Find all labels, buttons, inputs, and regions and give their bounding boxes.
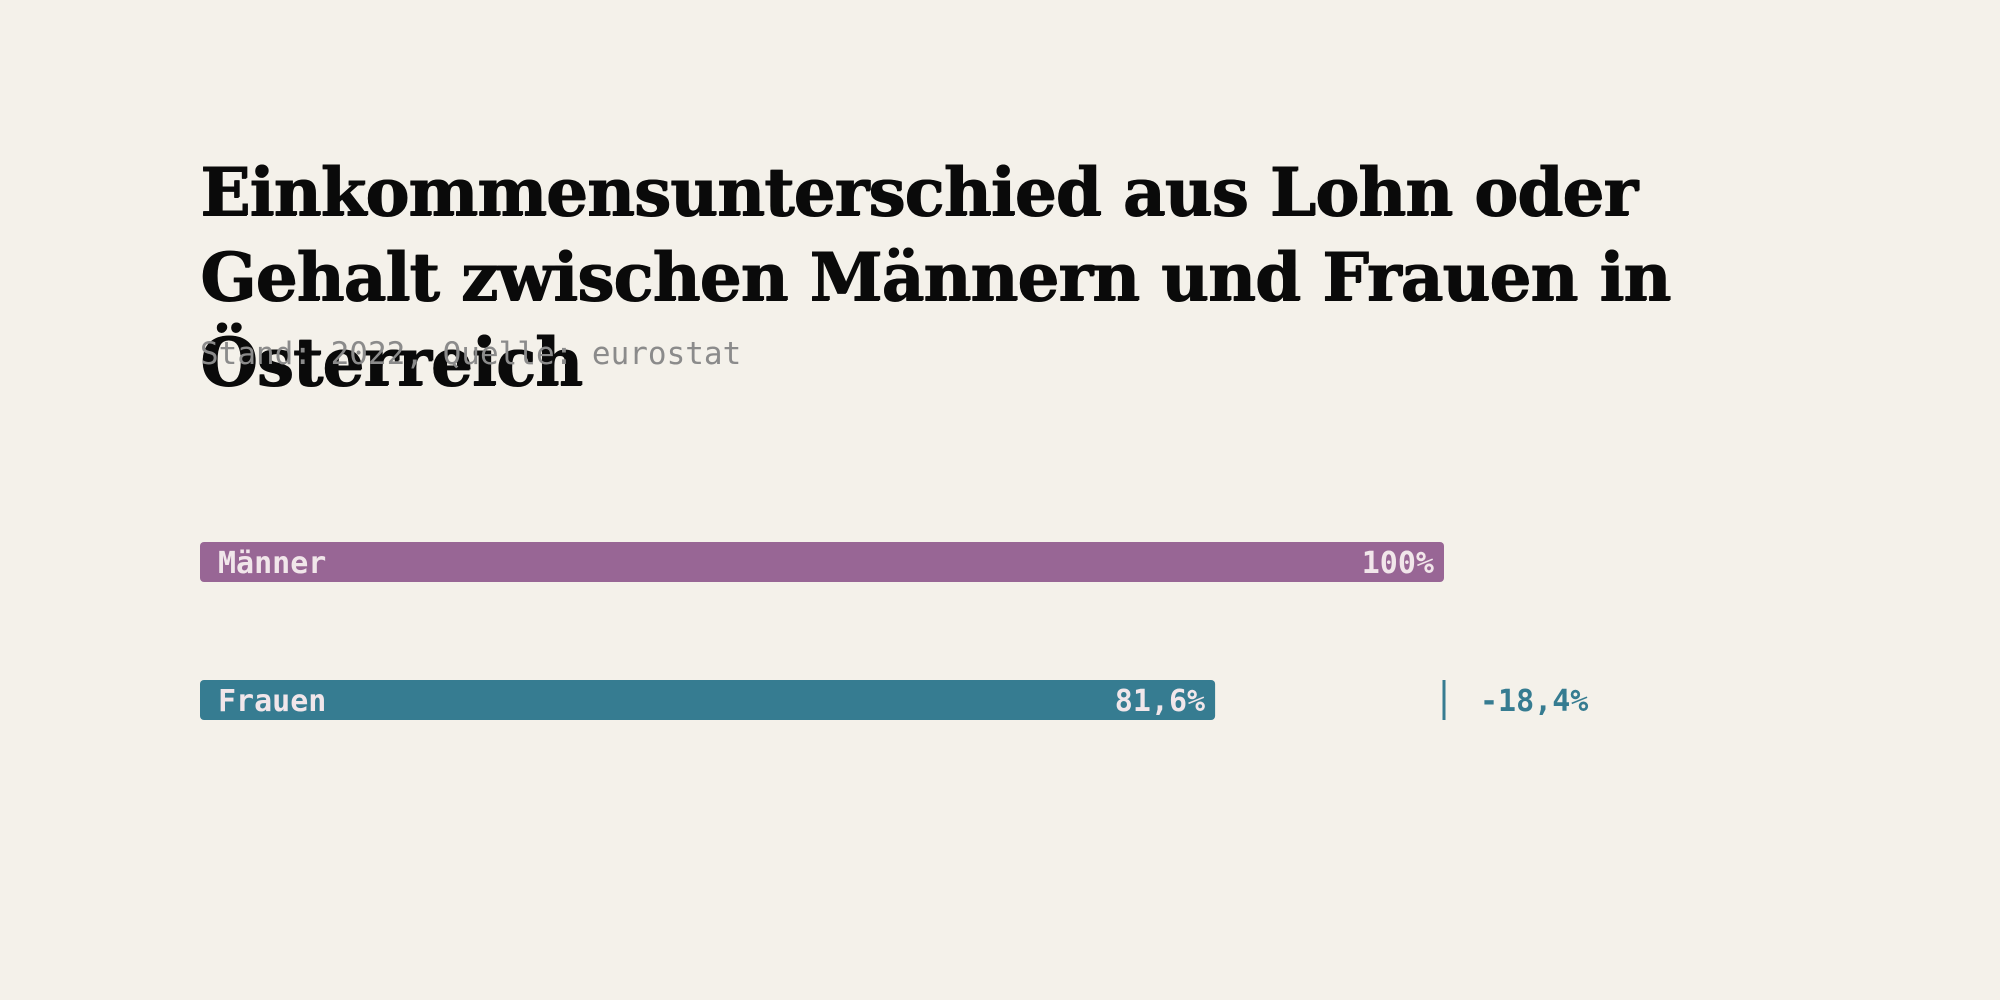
bar-1 [200,680,1216,720]
bar-value-label-1: 81,6% [1115,684,1205,719]
bar-value-label-0: 100% [1362,546,1434,581]
bar-category-label-1: Frauen [218,684,326,719]
bar-0 [200,542,1444,582]
chart-subtitle: Stand: 2022, Quelle: eurostat [200,336,742,372]
chart-title: Einkommensunterschied aus Lohn oder Geha… [200,153,1671,401]
bar-category-label-0: Männer [218,546,326,581]
difference-value-label: -18,4% [1480,684,1588,719]
